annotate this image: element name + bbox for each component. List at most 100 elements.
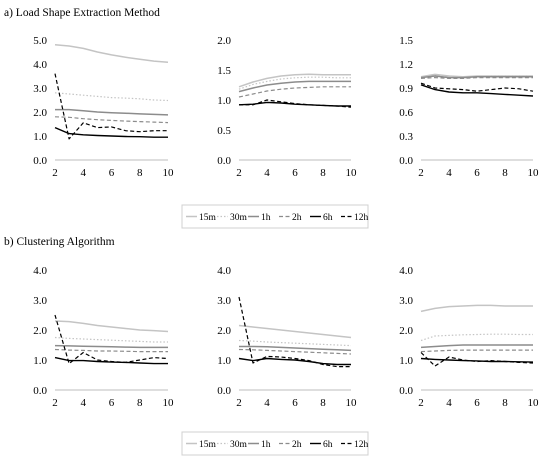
legend-label: 1h <box>261 213 271 223</box>
legend-frame <box>181 204 369 229</box>
y-tick-label: 1.0 <box>33 355 47 367</box>
legend-label: 6h <box>323 440 333 450</box>
series-line-30m <box>238 339 352 347</box>
y-tick-label: 0.0 <box>33 155 47 167</box>
y-tick-label: 1.0 <box>33 131 47 143</box>
series-line-15m <box>54 44 169 64</box>
series-line-2h <box>54 348 168 353</box>
x-tick-label: 8 <box>137 397 143 409</box>
series-line-15m <box>238 73 351 88</box>
x-tick-label: 8 <box>502 397 508 409</box>
series-line-30m <box>238 76 351 90</box>
chart-panels: 0.0 1.0 2.0 3.0 4.0 5.0 2 4 6 8 10 0.0 0.5 1.0 1.5 2.0 2… <box>33 35 539 409</box>
x-tick-label: 10 <box>163 397 175 409</box>
y-tick-label: 0.0 <box>217 385 231 397</box>
legend-label: 30m <box>230 440 248 450</box>
y-tick-label: 0.9 <box>399 83 413 95</box>
legend-label: 15m <box>199 213 217 223</box>
series-line-1h <box>420 344 533 349</box>
legend-box-1: 15m 30m 1h 2h 6h 12h <box>181 204 369 229</box>
y-tick-label: 3.0 <box>33 295 47 307</box>
series-line-30m <box>54 92 169 102</box>
chart-panel-3: 0.0 0.3 0.6 0.9 1.2 1.5 2 4 6 8 10 <box>399 35 539 179</box>
y-tick-label: 0.5 <box>217 125 231 137</box>
y-tick-label: 0.0 <box>399 385 413 397</box>
y-tick-label: 4.0 <box>33 59 47 71</box>
series-line-1h <box>55 108 169 116</box>
x-tick-label: 4 <box>264 397 270 409</box>
x-tick-label: 10 <box>163 167 175 179</box>
x-tick-label: 2 <box>236 167 242 179</box>
section-b-title: b) Clustering Algorithm <box>4 236 115 248</box>
y-tick-label: 2.0 <box>217 325 231 337</box>
series-line-30m <box>420 333 533 342</box>
series-line-6h <box>54 126 168 138</box>
y-tick-label: 4.0 <box>399 265 413 277</box>
series-line-15m <box>54 320 169 333</box>
series-line-12h <box>54 73 168 140</box>
y-tick-label: 0.0 <box>217 155 231 167</box>
y-tick-label: 1.0 <box>217 95 231 107</box>
x-tick-label: 6 <box>474 397 480 409</box>
y-tick-label: 0.0 <box>33 385 47 397</box>
y-tick-label: 1.5 <box>399 35 413 47</box>
y-tick-label: 2.0 <box>33 107 47 119</box>
legend-label: 12h <box>354 440 369 450</box>
y-tick-label: 2.0 <box>217 35 231 47</box>
legend-label: 2h <box>292 213 302 223</box>
x-tick-label: 8 <box>137 167 143 179</box>
chart-panel-5: 0.0 1.0 2.0 3.0 4.0 2 4 6 8 10 <box>217 265 357 409</box>
x-tick-label: 4 <box>81 397 87 409</box>
legend-label: 12h <box>354 213 369 223</box>
x-tick-label: 10 <box>528 167 540 179</box>
chart-panel-4: 0.0 1.0 2.0 3.0 4.0 2 4 6 8 10 <box>33 265 174 409</box>
legend-label: 15m <box>199 440 217 450</box>
series-line-1h <box>420 75 533 79</box>
series-line-30m <box>54 336 168 343</box>
series-line-2h <box>238 348 352 355</box>
series-line-12h <box>420 82 534 92</box>
x-tick-label: 10 <box>346 397 358 409</box>
y-tick-label: 0.0 <box>399 155 413 167</box>
section-a-title: a) Load Shape Extraction Method <box>4 7 160 19</box>
x-tick-label: 2 <box>418 397 424 409</box>
legend-label: 2h <box>292 440 302 450</box>
y-tick-label: 3.0 <box>33 83 47 95</box>
x-tick-label: 2 <box>418 167 424 179</box>
x-tick-label: 10 <box>346 167 358 179</box>
x-tick-label: 6 <box>292 167 298 179</box>
y-tick-label: 0.3 <box>399 131 413 143</box>
series-line-6h <box>420 357 534 363</box>
legend-box-2: 15m 30m 1h 2h 6h 12h <box>181 431 369 456</box>
series-line-12h <box>239 99 352 108</box>
series-line-12h <box>238 296 351 368</box>
y-tick-label: 1.5 <box>217 65 231 77</box>
x-tick-label: 8 <box>320 167 326 179</box>
x-tick-label: 8 <box>502 167 508 179</box>
series-line-1h <box>238 80 351 93</box>
chart-panel-1: 0.0 1.0 2.0 3.0 4.0 5.0 2 4 6 8 10 <box>33 35 174 179</box>
x-tick-label: 4 <box>81 167 87 179</box>
legend-frame <box>181 431 369 456</box>
series-line-2h <box>420 349 533 353</box>
series-line-1h <box>239 345 352 352</box>
series-line-2h <box>420 76 533 80</box>
y-tick-label: 4.0 <box>217 265 231 277</box>
y-tick-label: 1.0 <box>399 355 413 367</box>
y-tick-label: 2.0 <box>399 325 413 337</box>
series-line-6h <box>238 357 351 366</box>
y-tick-label: 5.0 <box>33 35 47 47</box>
x-tick-label: 10 <box>528 397 540 409</box>
x-tick-label: 6 <box>474 167 480 179</box>
x-tick-label: 6 <box>109 167 115 179</box>
y-tick-label: 1.0 <box>217 355 231 367</box>
legend-label: 1h <box>261 440 271 450</box>
chart-panel-6: 0.0 1.0 2.0 3.0 4.0 2 4 6 8 10 <box>399 265 539 409</box>
y-tick-label: 4.0 <box>33 265 47 277</box>
series-line-2h <box>54 116 169 124</box>
x-tick-label: 2 <box>52 167 58 179</box>
x-tick-label: 6 <box>292 397 298 409</box>
y-tick-label: 3.0 <box>399 295 413 307</box>
x-tick-label: 6 <box>109 397 115 409</box>
